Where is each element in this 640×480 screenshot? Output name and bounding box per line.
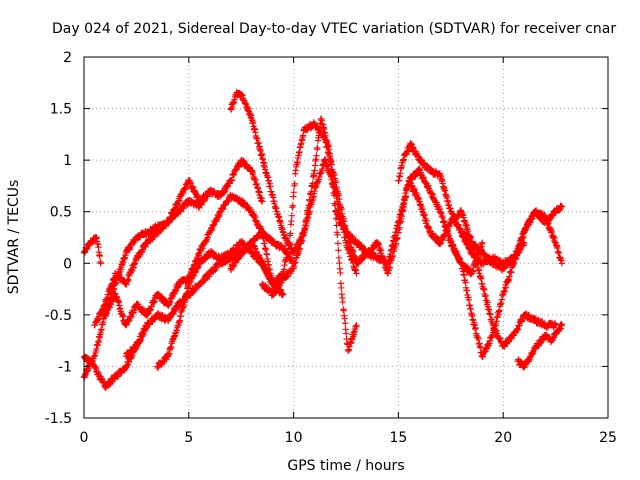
data-point	[338, 284, 345, 292]
data-point	[128, 267, 136, 275]
data-point	[331, 202, 339, 209]
data-point	[337, 269, 344, 277]
data-point	[334, 240, 342, 247]
y-tick-label: 1	[63, 153, 72, 169]
x-tick-label: 25	[599, 430, 617, 446]
y-tick-label: 0.5	[50, 205, 72, 221]
data-point	[288, 217, 295, 225]
data-point	[296, 246, 303, 253]
data-point	[558, 260, 566, 267]
data-point	[289, 202, 296, 209]
data-point	[334, 231, 341, 239]
x-tick-label: 0	[80, 430, 89, 446]
data-point	[341, 320, 349, 327]
data-point	[313, 152, 320, 159]
x-tick-label: 15	[389, 430, 407, 446]
data-point	[301, 225, 309, 232]
data-point	[125, 277, 132, 284]
x-tick-label: 20	[494, 430, 512, 446]
data-point	[314, 144, 321, 152]
data-point	[286, 239, 293, 246]
data-point	[258, 198, 266, 205]
data-point	[327, 159, 334, 167]
data-point	[342, 330, 350, 337]
data-point	[421, 211, 428, 219]
data-point	[329, 183, 337, 191]
data-point	[308, 188, 315, 196]
data-point	[330, 192, 338, 199]
data-point	[353, 270, 360, 277]
data-point	[287, 230, 294, 237]
x-axis-label: GPS time / hours	[287, 458, 404, 474]
data-point	[284, 248, 292, 255]
data-point	[419, 205, 426, 213]
y-tick-label: -0.5	[45, 308, 72, 324]
data-point	[339, 298, 346, 306]
data-point	[328, 173, 336, 180]
data-point	[291, 180, 298, 187]
data-point	[279, 291, 287, 298]
data-point	[288, 212, 296, 219]
data-point	[336, 259, 343, 267]
x-tick-label: 5	[184, 430, 193, 446]
data-points	[80, 89, 566, 392]
data-point	[455, 221, 462, 228]
data-point	[265, 177, 273, 185]
data-point	[335, 247, 342, 254]
data-point	[306, 197, 313, 204]
data-point	[290, 189, 297, 196]
y-tick-label: -1.5	[45, 411, 72, 427]
data-point	[309, 180, 316, 187]
y-tick-label: 0	[63, 256, 72, 272]
y-tick-label: -1	[58, 359, 72, 375]
y-tick-label: 1.5	[50, 102, 72, 118]
data-point	[353, 321, 360, 329]
series-track-10	[258, 115, 360, 355]
y-axis-label: SDTVAR / TECUs	[6, 180, 22, 295]
chart-title: Day 024 of 2021, Sidereal Day-to-day VTE…	[52, 21, 616, 37]
series-track-12	[395, 140, 528, 268]
x-tick-label: 10	[285, 430, 303, 446]
data-point	[96, 252, 104, 260]
data-point	[97, 260, 104, 267]
data-point	[305, 202, 313, 209]
data-point	[479, 239, 486, 246]
series-track-1	[80, 234, 104, 267]
series-track-4	[91, 156, 266, 329]
series-track-16	[514, 320, 566, 371]
data-point	[268, 274, 275, 281]
y-tick-label: 2	[63, 50, 72, 66]
series-track-7	[154, 238, 287, 372]
